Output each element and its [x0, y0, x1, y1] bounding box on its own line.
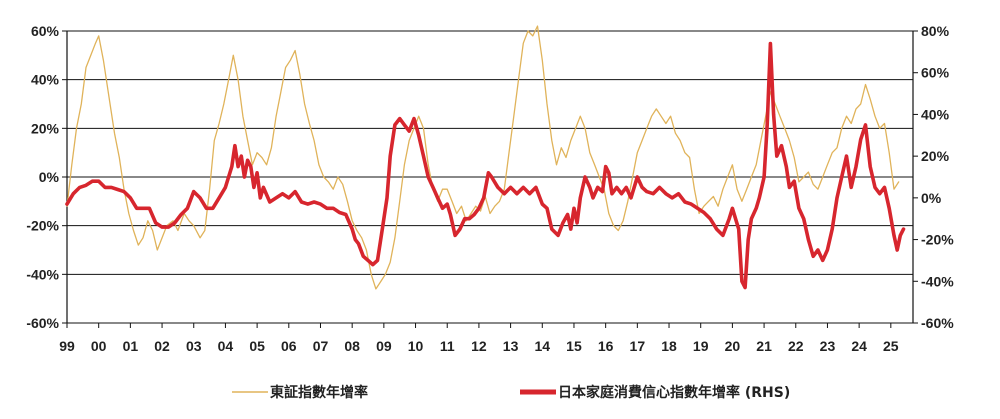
series-line-consumer-confidence-yoy — [65, 41, 906, 290]
right-tick-label: 80% — [921, 23, 950, 39]
x-tick-label: 99 — [59, 338, 75, 354]
x-tick-label: 04 — [218, 338, 234, 354]
right-tick-label: -20% — [921, 232, 954, 248]
x-tick-label: 08 — [344, 338, 360, 354]
right-tick-label: 20% — [921, 148, 950, 164]
right-tick-label: -40% — [921, 273, 954, 289]
right-tick-label: 60% — [921, 65, 950, 81]
x-tick-label: 24 — [851, 338, 867, 354]
right-axis-ticks: 80% 60% 40% 20% 0% -20% -40% -60% — [913, 23, 954, 331]
x-tick-label: 11 — [440, 338, 455, 354]
x-tick-label: 21 — [756, 338, 772, 354]
x-tick-label: 09 — [376, 338, 392, 354]
x-tick-label: 13 — [503, 338, 519, 354]
right-tick-label: 40% — [921, 106, 950, 122]
x-tick-label: 05 — [249, 338, 265, 354]
x-tick-label: 06 — [281, 338, 297, 354]
x-tick-label: 00 — [91, 338, 107, 354]
left-tick-label: 20% — [31, 120, 60, 136]
x-tick-label: 25 — [883, 338, 899, 354]
x-tick-label: 17 — [630, 338, 646, 354]
x-tick-label: 19 — [693, 338, 709, 354]
x-tick-label: 15 — [566, 338, 582, 354]
x-tick-label: 20 — [725, 338, 741, 354]
right-tick-label: 0% — [921, 190, 942, 206]
left-tick-label: -20% — [26, 218, 59, 234]
legend-label-1: 日本家庭消費信心指數年增率 (RHS) — [558, 384, 790, 401]
x-tick-label: 03 — [186, 338, 202, 354]
gridlines — [67, 30, 913, 324]
legend: 東証指數年增率 日本家庭消費信心指數年增率 (RHS) — [232, 384, 790, 401]
left-axis-ticks: 60% 40% 20% 0% -20% -40% -60% — [26, 23, 67, 331]
x-tick-label: 07 — [313, 338, 329, 354]
x-tick-label: 23 — [820, 338, 836, 354]
x-tick-label: 02 — [154, 338, 170, 354]
x-tick-label: 10 — [408, 338, 424, 354]
left-tick-label: 0% — [39, 169, 60, 185]
series-line-topix-yoy — [66, 25, 900, 290]
left-tick-label: -60% — [26, 315, 59, 331]
left-tick-label: 60% — [31, 23, 60, 39]
legend-label-0: 東証指數年增率 — [270, 384, 368, 401]
left-tick-label: -40% — [26, 266, 59, 282]
x-tick-label: 14 — [534, 338, 550, 354]
left-tick-label: 40% — [31, 72, 60, 88]
x-tick-label: 18 — [661, 338, 677, 354]
series-lines — [65, 25, 906, 290]
right-tick-label: -60% — [921, 315, 954, 331]
x-tick-label: 16 — [598, 338, 614, 354]
x-tick-label: 22 — [788, 338, 804, 354]
x-tick-label: 12 — [471, 338, 487, 354]
x-axis-ticks: 99 00 01 02 03 04 05 06 07 08 09 10 11 12 13 14 15 16 17 18… — [59, 323, 899, 354]
x-tick-label: 01 — [123, 338, 139, 354]
